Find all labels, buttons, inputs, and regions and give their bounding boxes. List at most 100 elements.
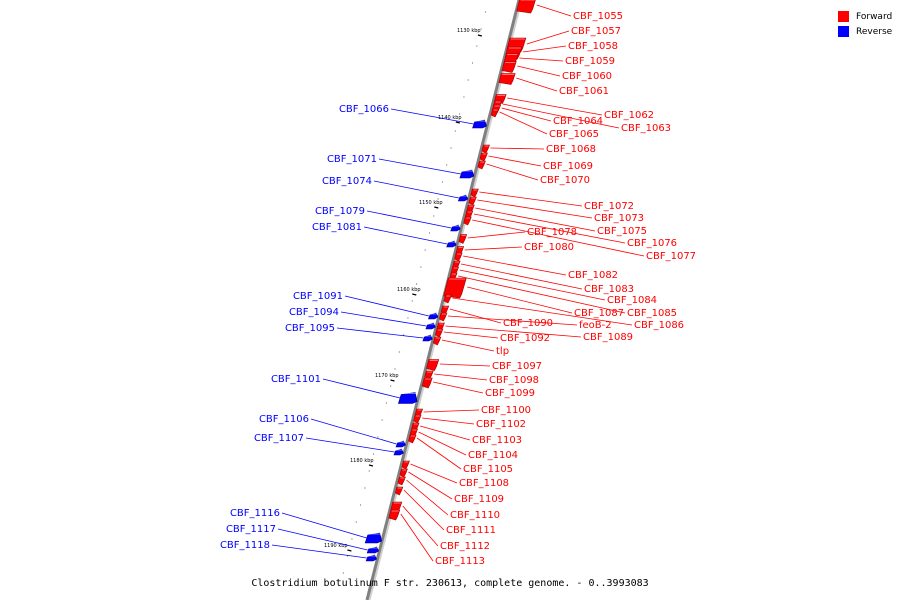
reverse-gene-13 [366, 546, 380, 554]
reverse-gene-8-shape [422, 334, 433, 342]
forward-leader-line [434, 373, 488, 381]
forward-gene-30 [435, 328, 444, 338]
forward-leader-line [475, 207, 596, 232]
forward-gene-34 [421, 377, 433, 389]
reverse-gene-3 [457, 194, 469, 202]
reverse-gene-label: CBF_1117 [226, 524, 276, 535]
forward-gene-10-shape [490, 108, 500, 118]
forward-leader-line [463, 255, 567, 276]
scale-label: 1160 kbp [397, 287, 421, 293]
forward-gene-40 [401, 460, 410, 470]
forward-leader-line [486, 163, 539, 181]
forward-leader-line [408, 471, 453, 500]
forward-gene-27 [440, 305, 450, 315]
reverse-gene-4 [450, 224, 461, 232]
forward-gene-label: CBF_1083 [584, 284, 634, 295]
reverse-gene-11 [393, 448, 404, 456]
forward-gene-43-shape [394, 486, 404, 496]
forward-leader-line [472, 219, 645, 257]
forward-gene-label: CBF_1063 [621, 123, 671, 134]
forward-gene-45-shape [388, 509, 401, 521]
forward-leader-line [443, 331, 499, 339]
reverse-gene-12 [364, 532, 383, 544]
scale-tick [347, 549, 352, 552]
reverse-gene-9-shape [397, 392, 418, 404]
forward-gene-label: CBF_1112 [440, 541, 490, 552]
forward-gene-13 [477, 160, 486, 170]
forward-gene-label: CBF_1102 [476, 419, 526, 430]
forward-gene-label: CBF_1099 [485, 388, 535, 399]
gene-labels: CBF_1055 CBF_1057 CBF_1058 CBF_1059 CBF_1060… [220, 11, 696, 567]
forward-gene-label: CBF_1055 [573, 11, 623, 22]
reverse-leader-line [363, 226, 448, 245]
reverse-gene-label: CBF_1101 [271, 374, 321, 385]
forward-gene-27-shape [440, 305, 450, 315]
forward-gene-label: CBF_1108 [459, 478, 509, 489]
reverse-leader-line [277, 528, 368, 551]
scale-tick [477, 34, 483, 37]
forward-leader-line [499, 111, 548, 135]
forward-gene-14-shape [470, 188, 479, 198]
forward-gene-label: CBF_1104 [468, 450, 518, 461]
scale-label: 1180 kbp [350, 458, 374, 464]
forward-gene-15 [468, 196, 477, 206]
forward-leader-line [516, 77, 558, 92]
forward-gene-41-shape [399, 468, 408, 478]
reverse-leader-line [281, 512, 367, 539]
reverse-leader-line [390, 108, 474, 125]
strand-line [365, 0, 521, 600]
scale-label: 1190 kbp [324, 543, 348, 549]
forward-gene-40-shape [401, 460, 410, 470]
forward-gene-45 [388, 509, 401, 521]
forward-gene-label: CBF_1086 [634, 320, 684, 331]
reverse-gene-1 [472, 119, 487, 129]
legend-reverse: Reverse [838, 24, 892, 39]
forward-gene-label: CBF_1111 [446, 525, 496, 536]
forward-legend-label: Forward [856, 11, 893, 22]
forward-gene-18-shape [463, 216, 472, 226]
forward-gene-28-shape [439, 312, 448, 322]
forward-gene-36 [413, 414, 422, 424]
forward-leader-line [479, 191, 583, 207]
reverse-leader-line [271, 544, 367, 559]
forward-gene-21-shape [454, 252, 463, 262]
forward-leader-line [502, 103, 620, 129]
forward-gene-39 [408, 434, 417, 444]
forward-gene-12-shape [479, 152, 488, 162]
reverse-gene-11-shape [393, 448, 404, 456]
forward-gene-label: CBF_1072 [584, 201, 634, 212]
forward-gene-26-shape [443, 294, 452, 304]
forward-leader-line [522, 45, 567, 53]
reverse-gene-2 [459, 169, 475, 179]
forward-leader-line [517, 65, 561, 77]
reverse-gene-7 [425, 322, 436, 330]
reverse-gene-4-shape [450, 224, 461, 232]
forward-leader-line [507, 97, 603, 116]
scale-label: 1170 kbp [375, 373, 399, 379]
forward-gene-label: CBF_1076 [627, 238, 677, 249]
forward-gene-42-shape [397, 476, 406, 486]
forward-leader-line [459, 269, 606, 301]
forward-leader-line [418, 431, 467, 456]
reverse-leader-line [310, 418, 397, 445]
forward-gene-11-shape [481, 144, 490, 154]
reverse-gene-14 [365, 554, 378, 562]
reverse-gene-label: CBF_1095 [285, 323, 335, 334]
forward-leader-line [477, 199, 593, 219]
forward-gene-25-shape [443, 277, 467, 299]
forward-gene-label: CBF_1077 [646, 251, 696, 262]
reverse-leader-line [322, 378, 401, 399]
forward-leader-line [519, 57, 564, 62]
forward-gene-label: CBF_1092 [500, 333, 550, 344]
reverse-gene-label: CBF_1074 [322, 176, 372, 187]
forward-leader-line [441, 339, 495, 352]
forward-gene-label: CBF_1062 [604, 110, 654, 121]
forward-leader-line [400, 513, 434, 562]
reverse-gene-label: CBF_1107 [254, 433, 304, 444]
forward-gene-label: CBF_1068 [546, 144, 596, 155]
forward-leader-line [447, 315, 578, 326]
forward-gene-label: CBF_1103 [472, 435, 522, 446]
forward-gene-label: feoB-2 [579, 320, 612, 331]
forward-leader-line [422, 417, 475, 425]
